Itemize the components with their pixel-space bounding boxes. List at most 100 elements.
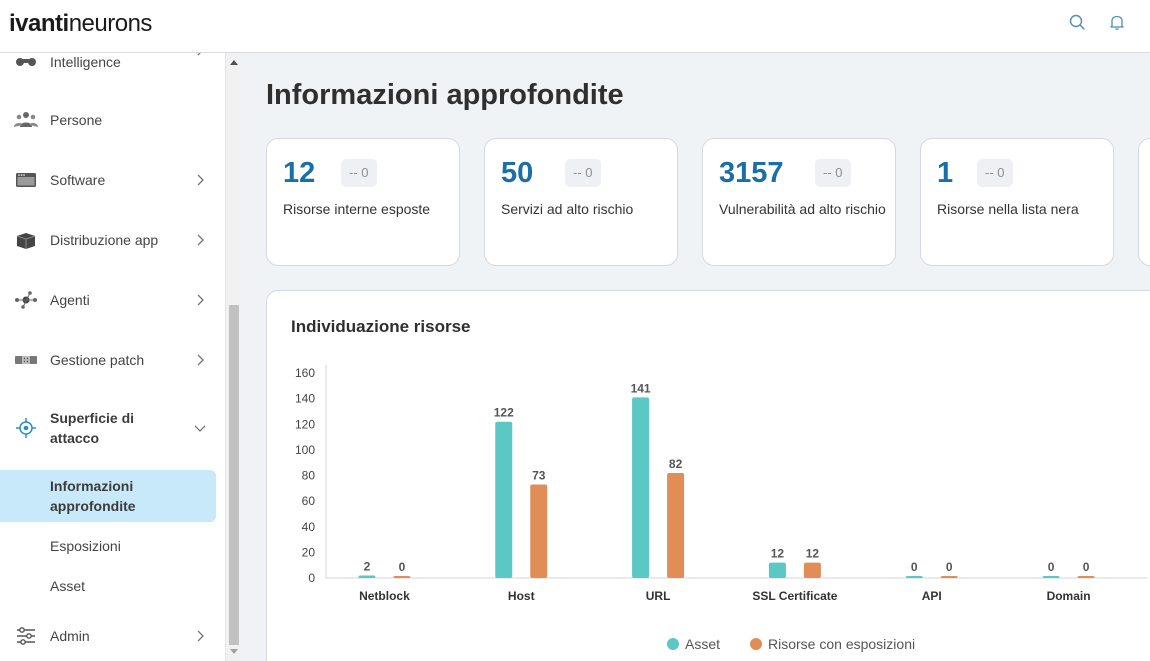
data-label: 0 bbox=[946, 560, 953, 574]
bar-netblock-asset bbox=[358, 575, 376, 578]
sidebar-item-label: Intelligence bbox=[50, 54, 121, 70]
bell-icon[interactable] bbox=[1107, 12, 1127, 32]
software-window-icon bbox=[16, 173, 36, 187]
people-icon bbox=[14, 112, 38, 127]
patch-icon bbox=[15, 356, 37, 364]
sidebar-scrollbar[interactable] bbox=[225, 53, 241, 661]
sidebar-subitem-informazioni-approfondite[interactable]: Informazioni approfondite bbox=[0, 470, 216, 522]
sidebar-subitem-label-line2: approfondite bbox=[50, 498, 136, 514]
bar-api-asset bbox=[905, 576, 923, 578]
search-icon[interactable] bbox=[1067, 12, 1087, 32]
bar-ssl-certificate-risorse-con-esposizioni bbox=[803, 562, 821, 578]
y-tick-label: 120 bbox=[295, 417, 315, 431]
data-label: 82 bbox=[669, 457, 683, 471]
stat-label: Risorse interne esposte bbox=[283, 201, 431, 217]
chevron-down-icon bbox=[194, 425, 206, 432]
chart-card-individuazione-risorse: Individuazione risorse 0 20 40 60 80 100 120 14… bbox=[266, 290, 1150, 661]
legend-dot-icon bbox=[750, 638, 763, 650]
logo-ivanti: ivanti bbox=[9, 10, 69, 37]
y-tick-label: 0 bbox=[308, 571, 315, 585]
x-tick-label: Domain bbox=[1047, 589, 1091, 603]
chevron-right-icon bbox=[197, 174, 204, 186]
legend-label: Risorse con esposizioni bbox=[768, 636, 916, 652]
stat-card-risorse-nella-lista-nera[interactable]: 1 -- 0 Risorse nella lista nera bbox=[920, 138, 1114, 266]
sidebar-subitem-esposizioni[interactable]: Esposizioni bbox=[0, 526, 216, 566]
legend-dot-icon bbox=[667, 638, 679, 650]
sidebar: Intelligence Persone Software Distribuzi… bbox=[0, 53, 225, 661]
bar-domain-risorse-con-esposizioni bbox=[1077, 576, 1095, 578]
page-title: Informazioni approfondite bbox=[266, 79, 624, 111]
sidebar-item-label: Persone bbox=[50, 112, 103, 128]
sidebar-item-admin[interactable]: Admin bbox=[0, 616, 225, 656]
sidebar-item-gestione-patch[interactable]: Gestione patch bbox=[0, 340, 225, 380]
stat-value: 3157 bbox=[719, 157, 784, 189]
box-icon bbox=[16, 233, 36, 249]
bar-url-asset bbox=[632, 397, 650, 578]
sidebar-subitem-label: Esposizioni bbox=[50, 538, 121, 554]
stat-delta-badge: -- 0 bbox=[341, 159, 377, 187]
bar-netblock-risorse-con-esposizioni bbox=[393, 576, 411, 578]
chevron-right-icon bbox=[197, 234, 204, 246]
y-tick-label: 20 bbox=[302, 545, 316, 559]
bar-url-risorse-con-esposizioni bbox=[667, 472, 685, 578]
sidebar-item-software[interactable]: Software bbox=[0, 160, 225, 200]
sidebar-item-label-line2: attacco bbox=[50, 430, 100, 446]
stat-card-partial[interactable] bbox=[1138, 138, 1150, 266]
sidebar-item-agenti[interactable]: Agenti bbox=[0, 280, 225, 320]
stat-value: 1 bbox=[937, 157, 954, 189]
sidebar-subitem-asset[interactable]: Asset bbox=[0, 566, 216, 606]
y-tick-label: 100 bbox=[295, 443, 315, 457]
bar-domain-asset bbox=[1042, 576, 1060, 578]
sidebar-item-label: Software bbox=[50, 172, 106, 188]
sidebar-item-label: Distribuzione app bbox=[50, 232, 159, 248]
y-tick-label: 140 bbox=[295, 392, 315, 406]
sidebar-item-label-line1: Superficie di bbox=[50, 410, 135, 426]
top-bar: ivantineurons bbox=[0, 0, 1150, 53]
legend-label: Asset bbox=[685, 636, 721, 652]
y-tick-label: 80 bbox=[302, 469, 316, 483]
chevron-right-icon bbox=[197, 354, 204, 366]
data-label: 122 bbox=[494, 406, 514, 420]
main-content: Informazioni approfondite 12 -- 0 Risors… bbox=[241, 53, 1150, 661]
chart-legend: Asset Risorse con esposizioni bbox=[667, 636, 915, 652]
sidebar-item-intelligence[interactable]: Intelligence bbox=[0, 53, 225, 82]
scroll-down-arrow-icon[interactable] bbox=[230, 649, 238, 654]
chevron-right-icon bbox=[197, 294, 204, 306]
sidebar-subitem-label: Asset bbox=[50, 578, 86, 594]
x-tick-label: API bbox=[922, 589, 942, 603]
x-tick-label: SSL Certificate bbox=[752, 589, 837, 603]
sidebar-item-label: Agenti bbox=[50, 292, 90, 308]
stat-label: Risorse nella lista nera bbox=[937, 201, 1079, 217]
bar-host-risorse-con-esposizioni bbox=[530, 484, 548, 578]
legend-item-asset[interactable]: Asset bbox=[667, 636, 720, 652]
sliders-icon bbox=[17, 627, 35, 645]
sidebar-item-superficie-di-attacco[interactable]: Superficie di attacco bbox=[0, 403, 225, 453]
stat-delta-badge: -- 0 bbox=[565, 159, 601, 187]
legend-item-risorse-con-esposizioni[interactable]: Risorse con esposizioni bbox=[750, 636, 915, 652]
binoculars-icon bbox=[16, 58, 36, 66]
y-tick-label: 40 bbox=[302, 520, 316, 534]
scroll-up-arrow-icon[interactable] bbox=[230, 60, 238, 65]
bar-host-asset bbox=[495, 421, 513, 578]
stat-card-risorse-interne-esposte[interactable]: 12 -- 0 Risorse interne esposte bbox=[266, 138, 460, 266]
x-tick-label: Netblock bbox=[359, 589, 410, 603]
stat-card-vulnerabilita-ad-alto-rischio[interactable]: 3157 -- 0 Vulnerabilità ad alto rischio bbox=[702, 138, 896, 266]
stat-label: Servizi ad alto rischio bbox=[501, 201, 634, 217]
x-tick-label: Host bbox=[508, 589, 535, 603]
ivanti-neurons-logo[interactable]: ivantineurons bbox=[9, 10, 152, 38]
sidebar-item-persone[interactable]: Persone bbox=[0, 100, 225, 140]
agents-network-icon bbox=[15, 291, 37, 309]
target-icon bbox=[16, 418, 36, 438]
sidebar-item-distribuzione-app[interactable]: Distribuzione app bbox=[0, 220, 225, 260]
stat-value: 12 bbox=[283, 157, 316, 189]
stat-label: Vulnerabilità ad alto rischio bbox=[719, 201, 886, 217]
scroll-thumb[interactable] bbox=[229, 305, 239, 645]
sidebar-item-label: Gestione patch bbox=[50, 352, 145, 368]
data-label: 0 bbox=[399, 560, 406, 574]
data-label: 0 bbox=[1083, 560, 1090, 574]
data-label: 12 bbox=[806, 547, 820, 561]
data-label: 0 bbox=[1048, 560, 1055, 574]
stat-card-servizi-ad-alto-rischio[interactable]: 50 -- 0 Servizi ad alto rischio bbox=[484, 138, 678, 266]
stat-delta-badge: -- 0 bbox=[815, 159, 851, 187]
